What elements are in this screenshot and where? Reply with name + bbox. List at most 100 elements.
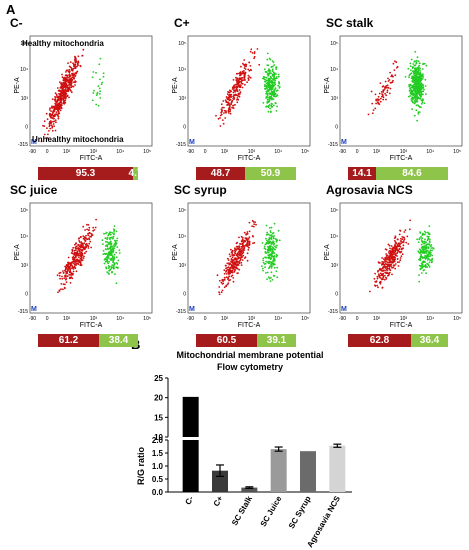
x-axis-label: FITC-A: [80, 322, 103, 329]
green-event-dot: [420, 91, 422, 94]
green-event-dot: [421, 256, 424, 259]
red-event-dot: [379, 262, 381, 264]
green-event-dot: [276, 254, 279, 257]
red-event-dot: [240, 254, 243, 257]
green-event-dot: [420, 77, 423, 79]
green-event-dot: [415, 86, 417, 89]
flow-plot-title: SC stalk: [326, 16, 374, 30]
red-event-dot: [76, 70, 79, 73]
red-event-dot: [74, 80, 77, 83]
red-event-dot: [235, 85, 238, 88]
green-event-dot: [111, 250, 113, 253]
red-event-dot: [243, 75, 246, 77]
green-event-dot: [412, 75, 414, 78]
red-event-dot: [70, 276, 73, 278]
red-event-dot: [393, 249, 396, 252]
green-event-dot: [409, 92, 412, 95]
green-event-dot: [110, 236, 113, 239]
green-event-dot: [414, 88, 417, 91]
red-event-dot: [392, 250, 395, 253]
green-event-dot: [277, 229, 280, 232]
green-event-dot: [424, 85, 427, 87]
green-event-dot: [266, 241, 269, 244]
green-event-dot: [428, 232, 430, 235]
green-event-dot: [430, 244, 433, 246]
red-event-dot: [384, 269, 386, 272]
red-event-dot: [77, 55, 80, 58]
red-event-dot: [84, 239, 87, 242]
red-event-dot: [66, 84, 68, 87]
green-event-dot: [422, 62, 425, 65]
red-event-dot: [57, 106, 60, 108]
red-event-dot: [73, 77, 76, 80]
bar: [270, 449, 287, 492]
green-event-dot: [416, 92, 418, 95]
red-event-dot: [236, 80, 238, 82]
red-event-dot: [381, 277, 383, 280]
green-event-dot: [275, 240, 278, 243]
green-event-dot: [412, 96, 415, 99]
green-event-dot: [276, 94, 279, 96]
red-event-dot: [225, 101, 228, 103]
red-event-dot: [55, 100, 58, 103]
red-event-dot: [253, 52, 256, 55]
red-event-dot: [234, 257, 237, 260]
green-event-dot: [412, 80, 414, 83]
green-event-dot: [273, 242, 275, 245]
green-event-dot: [271, 242, 274, 245]
red-event-dot: [74, 256, 77, 259]
red-event-dot: [234, 263, 237, 265]
red-event-dot: [243, 64, 246, 67]
red-event-dot: [227, 271, 230, 274]
green-event-dot: [270, 238, 273, 241]
green-event-dot: [115, 266, 118, 269]
green-event-dot: [423, 62, 426, 65]
red-event-dot: [244, 256, 247, 259]
red-event-dot: [235, 257, 237, 259]
red-event-dot: [231, 267, 234, 270]
red-event-dot: [65, 270, 67, 273]
green-event-dot: [99, 90, 101, 93]
green-event-dot: [266, 92, 268, 94]
green-event-dot: [421, 84, 424, 87]
green-event-dot: [100, 83, 103, 86]
red-event-dot: [56, 106, 58, 108]
red-event-dot: [62, 94, 65, 97]
green-event-dot: [268, 88, 271, 91]
green-event-dot: [111, 271, 113, 274]
x-tick-label: 10³: [248, 316, 256, 322]
red-event-dot: [241, 250, 244, 252]
green-event-dot: [101, 239, 104, 242]
red-event-dot: [237, 256, 240, 259]
green-event-dot: [108, 243, 110, 246]
green-event-dot: [419, 257, 421, 260]
green-event-dot: [420, 262, 423, 265]
red-event-dot: [227, 101, 230, 104]
y-tick-label: 0: [183, 291, 186, 297]
green-event-dot: [419, 267, 422, 270]
red-event-dot: [58, 272, 61, 275]
red-event-dot: [76, 258, 78, 261]
red-event-dot: [74, 67, 77, 70]
red-event-dot: [394, 258, 396, 261]
green-event-dot: [426, 239, 429, 242]
red-event-dot: [384, 256, 387, 259]
red-event-dot: [246, 240, 249, 242]
red-event-dot: [63, 93, 66, 95]
green-event-dot: [109, 246, 112, 249]
green-event-dot: [262, 75, 265, 78]
red-event-dot: [229, 112, 232, 115]
x-axis-label: FITC-A: [238, 155, 261, 162]
red-event-dot: [396, 245, 398, 248]
green-event-dot: [269, 92, 272, 95]
green-event-dot: [423, 248, 426, 251]
red-event-dot: [50, 106, 53, 109]
green-event-dot: [104, 240, 107, 243]
green-event-dot: [421, 263, 424, 266]
red-event-dot: [399, 240, 402, 242]
green-event-dot: [101, 81, 104, 84]
red-event-dot: [390, 75, 393, 78]
red-event-dot: [385, 266, 388, 268]
red-event-dot: [243, 59, 246, 61]
green-event-dot: [265, 260, 267, 263]
